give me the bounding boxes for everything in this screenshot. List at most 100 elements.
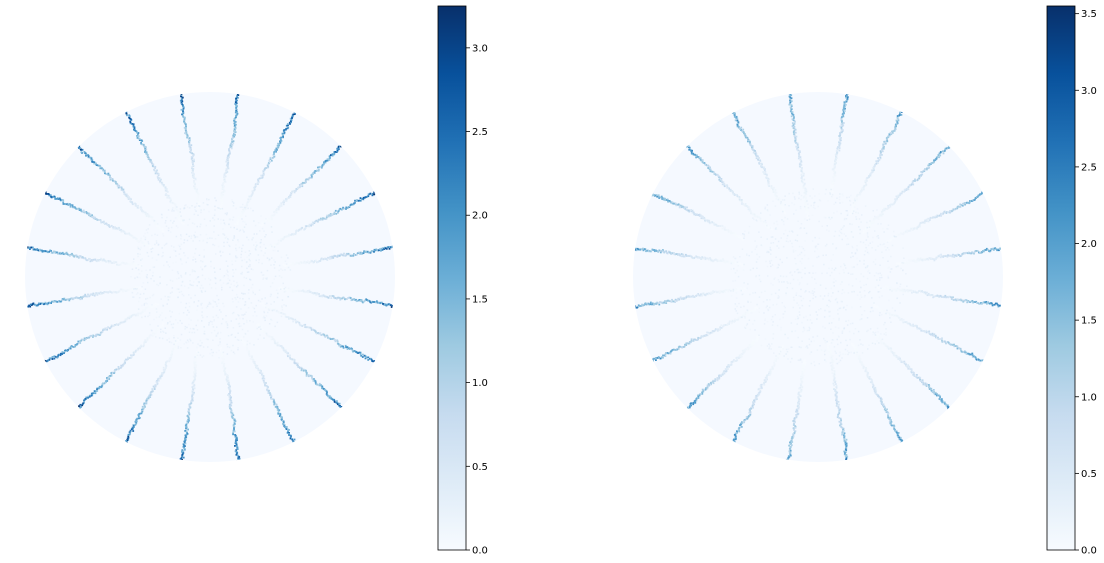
- crack-cell: [228, 156, 230, 159]
- crack-cell: [131, 354, 134, 357]
- diffuse-cell: [171, 326, 174, 329]
- diffuse-cell: [193, 301, 195, 304]
- crack-cell: [726, 324, 729, 326]
- crack-cell: [160, 375, 163, 377]
- crack-cell: [267, 386, 269, 388]
- crack-cell: [56, 356, 59, 359]
- diffuse-cell: [162, 255, 164, 257]
- crack-cell: [176, 341, 178, 344]
- diffuse-cell: [193, 281, 195, 283]
- crack-cell: [160, 181, 163, 184]
- crack-cell: [103, 382, 106, 385]
- crack-cell: [320, 334, 323, 336]
- crack-cell: [191, 166, 193, 169]
- crack-cell: [103, 169, 106, 172]
- crack-cell: [129, 429, 132, 432]
- crack-cell: [62, 199, 65, 202]
- crack-cell: [367, 251, 370, 254]
- diffuse-cell: [182, 220, 184, 222]
- crack-cell: [688, 406, 691, 409]
- crack-cell: [283, 201, 285, 204]
- crack-cell: [81, 256, 84, 258]
- crack-cell: [653, 303, 655, 306]
- crack-cell: [225, 168, 228, 170]
- crack-cell: [738, 429, 740, 432]
- diffuse-cell: [139, 248, 141, 251]
- crack-cell: [694, 401, 697, 404]
- diffuse-cell: [171, 269, 174, 271]
- crack-cell: [47, 302, 50, 305]
- crack-cell: [273, 210, 276, 213]
- crack-cell: [279, 140, 281, 143]
- crack-cell: [199, 202, 201, 205]
- diffuse-cell: [258, 259, 260, 261]
- crack-cell: [717, 328, 719, 331]
- crack-cell: [244, 204, 247, 207]
- crack-cell: [326, 214, 328, 217]
- diffuse-cell: [179, 211, 181, 213]
- crack-cell: [312, 172, 315, 174]
- crack-cell: [193, 185, 195, 188]
- crack-cell: [159, 228, 161, 231]
- diffuse-cell: [194, 356, 196, 358]
- crack-cell: [735, 319, 738, 321]
- diffuse-cell: [230, 283, 232, 285]
- crack-cell: [918, 290, 921, 292]
- crack-cell: [162, 368, 165, 371]
- diffuse-cell: [270, 303, 272, 305]
- crack-cell: [173, 203, 176, 205]
- crack-cell: [164, 187, 167, 190]
- crack-cell: [233, 130, 235, 132]
- crack-cell: [254, 183, 257, 185]
- crack-cell: [902, 318, 905, 321]
- diffuse-cell: [231, 333, 233, 336]
- crack-cell: [664, 355, 667, 357]
- crack-cell: [67, 204, 70, 206]
- crack-cell: [801, 373, 804, 376]
- diffuse-cell: [266, 302, 268, 305]
- diffuse-cell: [176, 206, 178, 208]
- crack-cell: [940, 399, 943, 402]
- crack-cell: [278, 287, 281, 290]
- crack-cell: [191, 389, 194, 392]
- crack-cell: [300, 261, 302, 263]
- crack-cell: [900, 361, 903, 363]
- crack-cell: [288, 121, 291, 124]
- crack-cell: [787, 462, 789, 464]
- crack-cell: [874, 386, 877, 389]
- diffuse-cell: [200, 303, 202, 305]
- crack-cell: [330, 338, 332, 340]
- diffuse-cell: [186, 314, 188, 316]
- crack-cell: [835, 385, 838, 387]
- crack-cell: [260, 224, 263, 227]
- crack-cell: [713, 380, 716, 382]
- crack-cell: [685, 407, 688, 410]
- crack-cell: [234, 420, 237, 423]
- diffuse-cell: [285, 263, 288, 265]
- diffuse-cell: [225, 273, 227, 275]
- diffuse-cell: [256, 233, 258, 235]
- crack-cell: [270, 397, 273, 400]
- crack-cell: [934, 295, 937, 298]
- diffuse-cell: [255, 241, 257, 243]
- diffuse-cell: [223, 275, 226, 277]
- crack-cell: [108, 378, 111, 380]
- crack-cell: [696, 339, 699, 341]
- crack-cell: [148, 335, 151, 338]
- diffuse-cell: [195, 205, 198, 207]
- crack-cell: [895, 356, 898, 359]
- crack-cell: [838, 403, 840, 406]
- diffuse-cell: [183, 239, 186, 241]
- diffuse-cell: [147, 241, 149, 243]
- crack-cell: [29, 305, 32, 308]
- diffuse-cell: [137, 247, 140, 250]
- diffuse-cell: [235, 268, 237, 271]
- crack-cell: [299, 185, 302, 188]
- diffuse-cell: [201, 260, 204, 263]
- crack-cell: [183, 126, 186, 129]
- crack-cell: [290, 121, 292, 124]
- crack-cell: [183, 117, 186, 120]
- diffuse-cell: [188, 317, 190, 320]
- crack-cell: [83, 399, 85, 402]
- crack-cell: [652, 359, 654, 362]
